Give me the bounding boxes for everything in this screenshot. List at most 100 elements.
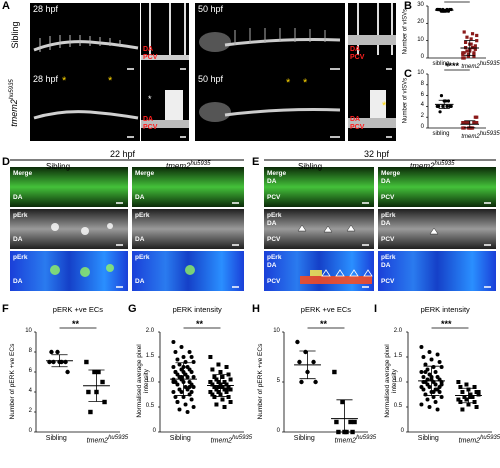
mutant-28hpf-image [30,73,140,141]
data-point-sibling [419,402,424,407]
data-point-mutant [208,380,213,384]
panel-e-images [264,167,496,291]
data-point-mutant [210,367,215,372]
data-point-mutant [226,395,231,399]
data-point-mutant [470,32,475,36]
data-point-sibling [55,349,60,355]
data-point-mutant [458,400,463,404]
data-point-mutant [466,52,470,57]
data-point-mutant [466,54,470,58]
data-point-mutant [466,402,471,407]
data-point-sibling [175,357,180,362]
x-category-label: sibling [432,131,450,137]
y-axis-label: Normalised average pixel intensity [384,344,398,418]
data-point-sibling [189,370,194,374]
y-tick-label: 2.0 [145,328,155,334]
data-point-mutant [462,56,466,60]
panel-letter-f: F [2,303,9,315]
category-superscript: hu5935 [479,61,500,67]
e-perk-sibling [264,209,374,249]
chart-title: pERK intensity [172,305,222,314]
data-point-mutant [228,387,233,392]
row-label-sibling: Sibling [10,21,20,49]
category-superscript: hu5935 [480,435,500,441]
da-label: DA [381,262,391,269]
data-point-mutant [96,369,101,375]
data-point-sibling [427,385,432,389]
data-point-mutant [472,121,476,125]
y-tick-label: 0 [28,428,32,434]
data-point-mutant [469,37,473,41]
y-tick-label: 2.0 [393,328,403,334]
da-label: DA [267,262,277,269]
y-tick-label: 30 [417,2,424,8]
da-label: DA [13,236,23,243]
y-tick-label: 0.5 [393,403,403,409]
significance-label: ** [196,319,204,329]
data-point-mutant [222,380,227,384]
data-point-mutant [352,419,357,425]
data-point-mutant [210,382,215,387]
data-point-mutant [475,39,479,43]
da-label: DA [143,46,154,53]
data-point-mutant [88,409,93,415]
data-point-mutant [456,380,461,384]
data-point-mutant [226,385,231,389]
data-point-sibling [437,390,442,394]
data-point-mutant [224,382,229,387]
data-point-mutant [464,382,469,387]
y-tick-label: 4 [420,102,424,109]
data-point-mutant [473,47,477,51]
data-point-mutant [224,390,229,394]
data-point-mutant [222,405,227,409]
data-point-sibling [425,397,430,402]
data-point-sibling [429,357,434,362]
y-tick-label: 20 [417,19,424,26]
y-tick-label: 0 [420,54,424,60]
d-perk-sibling [10,209,128,249]
d-merge-sibling [10,167,128,207]
y-axis-label: Normalised average pixel intensity [136,344,150,418]
data-point-sibling [299,379,304,385]
pcv-label: PCV [350,124,365,131]
charts-layer [34,1,492,435]
data-point-sibling [439,94,444,98]
data-point-mutant [214,377,219,382]
data-point-mutant [340,399,345,405]
data-point-sibling [421,387,426,392]
da-label: DA [381,178,391,185]
data-point-mutant [220,397,225,402]
panel-d-images [10,167,244,291]
e-merge-mutant [378,167,496,207]
sibling-28hpf-image [30,3,140,73]
data-point-mutant [464,397,469,402]
data-point-sibling [297,359,302,365]
data-point-mutant [84,359,89,365]
panel-letter-e: E [252,156,260,168]
data-point-sibling [173,370,178,374]
y-tick-label: 10 [417,70,424,76]
merge-label: Merge [267,170,287,177]
data-point-mutant [214,387,219,392]
data-point-mutant [102,399,107,405]
defect-star: * [286,77,291,89]
significance-label: *** [441,319,452,329]
data-point-sibling [311,359,316,365]
data-point-mutant [462,30,466,34]
y-tick-label: 1.5 [393,353,403,359]
header-mutant: tmem2hu5935 [166,161,211,171]
data-point-mutant [86,389,91,395]
data-point-mutant [214,402,219,407]
data-point-mutant [228,400,233,404]
data-point-sibling [187,385,192,389]
data-point-mutant [460,407,465,412]
data-point-sibling [437,104,441,108]
data-point-mutant [463,121,468,125]
data-point-mutant [220,375,225,379]
data-point-mutant [218,370,223,374]
data-point-sibling [419,370,424,374]
perk-label: pErk [135,254,150,261]
data-point-sibling [427,350,432,354]
data-point-mutant [470,395,475,399]
y-tick-label: 6 [420,91,424,98]
